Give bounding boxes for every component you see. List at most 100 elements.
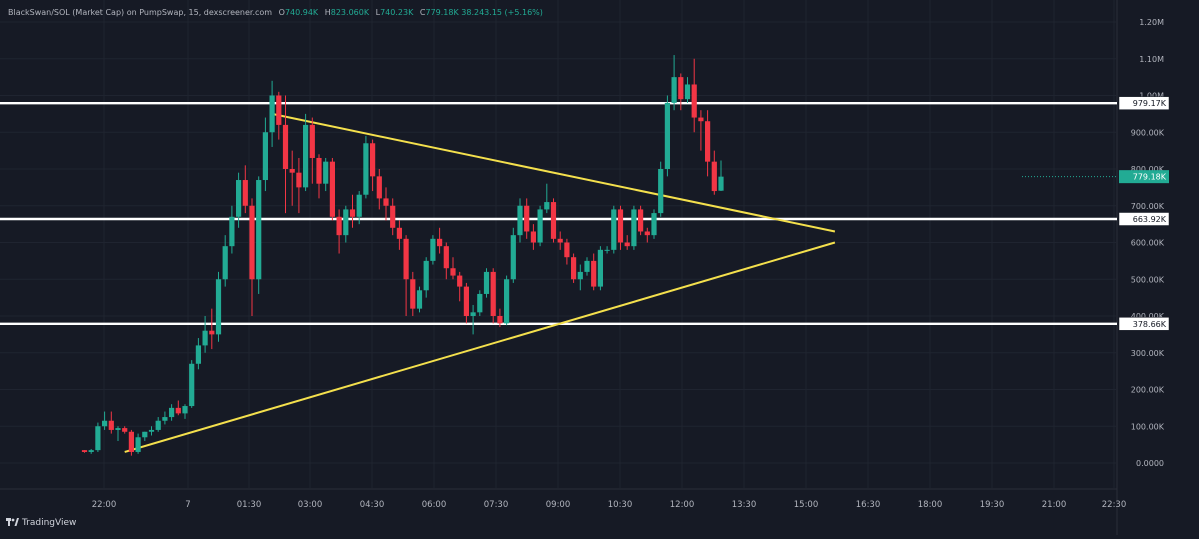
candle-body — [638, 209, 644, 232]
candle-body — [577, 271, 583, 280]
candle-body — [658, 169, 664, 214]
candle-body — [175, 407, 181, 414]
candle-body — [631, 209, 637, 247]
candle-body — [155, 420, 161, 430]
current-price-label: 779.18K — [1119, 170, 1169, 184]
candle-body — [383, 198, 389, 206]
candle-body — [457, 275, 463, 287]
time-axis[interactable]: 22:00 7 01:30 03:00 04:30 06:00 07:30 09:00 10:3… — [92, 500, 1127, 510]
candle-body — [81, 450, 88, 452]
candle-body — [329, 161, 335, 217]
price-tick-label: 200.00K — [1131, 386, 1165, 395]
candle-body — [450, 268, 456, 276]
candle-body — [162, 417, 168, 421]
candle-body — [571, 257, 577, 280]
open-label: O — [278, 8, 285, 17]
price-level-label: 378.66K — [1118, 317, 1170, 331]
candle-body — [490, 271, 496, 316]
candle-body — [564, 242, 570, 258]
tradingview-logo-icon — [6, 518, 19, 526]
symbol-title: BlackSwan/SOL (Market Cap) on PumpSwap, … — [8, 8, 273, 17]
candle-body — [437, 238, 443, 247]
candle-body — [209, 330, 215, 335]
tradingview-branding[interactable]: TradingView — [6, 518, 76, 528]
close-value: 779.18K — [425, 8, 459, 17]
price-level-label: 663.92K — [1118, 212, 1170, 226]
price-level-label-text: 663.92K — [1133, 215, 1167, 224]
time-tick-label: 06:00 — [422, 500, 447, 510]
price-axis[interactable]: 0.0000 100.00K 200.00K 300.00K 400.00K 500.00… — [1131, 18, 1165, 468]
time-tick-label: 22:30 — [1102, 500, 1127, 510]
candle-body — [416, 290, 423, 309]
price-tick-label: 100.00K — [1131, 422, 1165, 431]
candle-body — [664, 102, 670, 169]
candle-body — [115, 428, 121, 430]
candle-body — [611, 209, 617, 250]
candle-body — [644, 231, 650, 236]
candle-body — [128, 431, 134, 452]
candle-body — [443, 246, 449, 269]
candle-body — [651, 213, 657, 236]
time-tick-label: 19:30 — [980, 500, 1005, 510]
time-tick-label: 7 — [185, 500, 190, 510]
candle-body — [705, 121, 711, 162]
price-tick-label: 300.00K — [1131, 349, 1165, 358]
price-axis-labels: 979.17K 663.92K 378.66K 779.18K — [1022, 96, 1170, 331]
price-level-label-box — [1118, 317, 1170, 331]
candle-body — [678, 77, 684, 100]
price-tick-label: 1.10M — [1139, 55, 1164, 64]
candle-body — [343, 209, 349, 236]
candle-body — [624, 242, 630, 247]
high-label: H — [324, 8, 331, 17]
current-price-label-box — [1119, 170, 1169, 184]
candle-body — [169, 407, 175, 418]
candle-body — [390, 205, 396, 228]
price-level-label-box — [1118, 96, 1170, 110]
candle-body — [95, 426, 101, 451]
candle-body — [711, 161, 717, 192]
candle-body — [617, 209, 624, 243]
candle-body — [236, 180, 242, 217]
price-tick-label: 400.00K — [1131, 312, 1165, 321]
trend-line — [271, 112, 836, 233]
candle-body — [88, 450, 94, 452]
candle-body — [483, 271, 490, 294]
candle-body — [142, 431, 148, 438]
candle-body — [289, 169, 295, 173]
candle-body — [591, 260, 597, 287]
candle-body — [222, 246, 228, 280]
current-price-label-text: 779.18K — [1133, 173, 1167, 182]
candle-body — [303, 124, 309, 188]
candle-body — [189, 363, 195, 407]
candle-body — [463, 286, 469, 316]
time-tick-label: 15:00 — [794, 500, 819, 510]
candle-body — [102, 420, 108, 427]
price-tick-label: 700.00K — [1131, 202, 1165, 211]
time-tick-label: 13:30 — [732, 500, 757, 510]
time-tick-label: 03:00 — [298, 500, 323, 510]
tradingview-label: TradingView — [22, 518, 77, 528]
time-tick-label: 22:00 — [92, 500, 117, 510]
candle-body — [497, 316, 503, 324]
time-tick-label: 07:30 — [484, 500, 509, 510]
candle-body — [202, 330, 208, 346]
candle-body — [195, 345, 201, 364]
time-tick-label: 09:00 — [546, 500, 571, 510]
candle-body — [530, 231, 536, 243]
price-level-label-text: 378.66K — [1133, 320, 1167, 329]
candle-body — [349, 209, 356, 217]
candle-body — [229, 216, 235, 247]
price-level-label-box — [1118, 212, 1170, 226]
candle-body — [470, 312, 476, 316]
candle-body — [544, 202, 550, 210]
candle-body — [135, 437, 141, 452]
candle-body — [370, 143, 376, 177]
candle-body — [282, 124, 289, 169]
candle-body — [242, 180, 248, 206]
change-value: 38.243.15 (+5.16%) — [461, 8, 543, 17]
price-tick-label: 900.00K — [1131, 128, 1165, 137]
candle-body — [510, 235, 516, 280]
price-tick-label: 500.00K — [1131, 275, 1165, 284]
